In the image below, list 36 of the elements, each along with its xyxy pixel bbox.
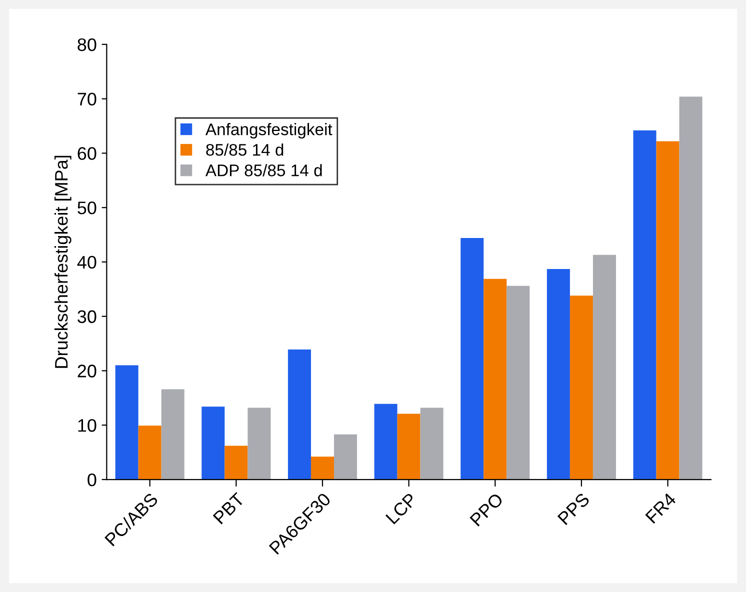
bar — [248, 408, 271, 480]
bar — [460, 238, 484, 480]
bar — [202, 406, 225, 480]
y-tick-label: 30 — [78, 310, 96, 324]
legend-label: Anfangsfestigkeit — [205, 123, 332, 139]
bar — [420, 408, 444, 480]
bar — [224, 446, 248, 480]
bar — [546, 269, 570, 480]
y-axis-title: Druckscherfestigkeit [MPa] — [54, 156, 72, 368]
bar — [506, 286, 530, 480]
bar — [397, 414, 420, 480]
bar — [115, 365, 138, 480]
bar — [656, 141, 680, 480]
bar — [288, 350, 311, 480]
y-tick-label: 70 — [78, 92, 96, 106]
y-tick-label: 50 — [78, 202, 96, 214]
y-tick-label: 40 — [77, 256, 96, 269]
bar — [161, 389, 184, 480]
y-tick-label: 60 — [78, 147, 96, 160]
bar — [484, 278, 507, 480]
bar — [138, 426, 162, 480]
bar — [570, 296, 593, 480]
bar — [310, 456, 334, 480]
bar — [334, 434, 358, 480]
bar — [633, 130, 656, 480]
y-tick-label: 20 — [78, 364, 96, 378]
x-tick-label: LCP — [385, 492, 418, 524]
legend-label: 85/85 14 d — [206, 144, 284, 156]
y-tick-label: 80 — [78, 38, 96, 52]
bar — [592, 254, 616, 480]
legend-label: ADP 85/85 14 d — [205, 164, 322, 176]
bar — [679, 96, 702, 480]
x-tick-label: FR4 — [645, 492, 677, 524]
y-tick-label: 0 — [88, 473, 96, 486]
y-tick-label: 10 — [78, 419, 96, 432]
bar — [374, 404, 398, 480]
